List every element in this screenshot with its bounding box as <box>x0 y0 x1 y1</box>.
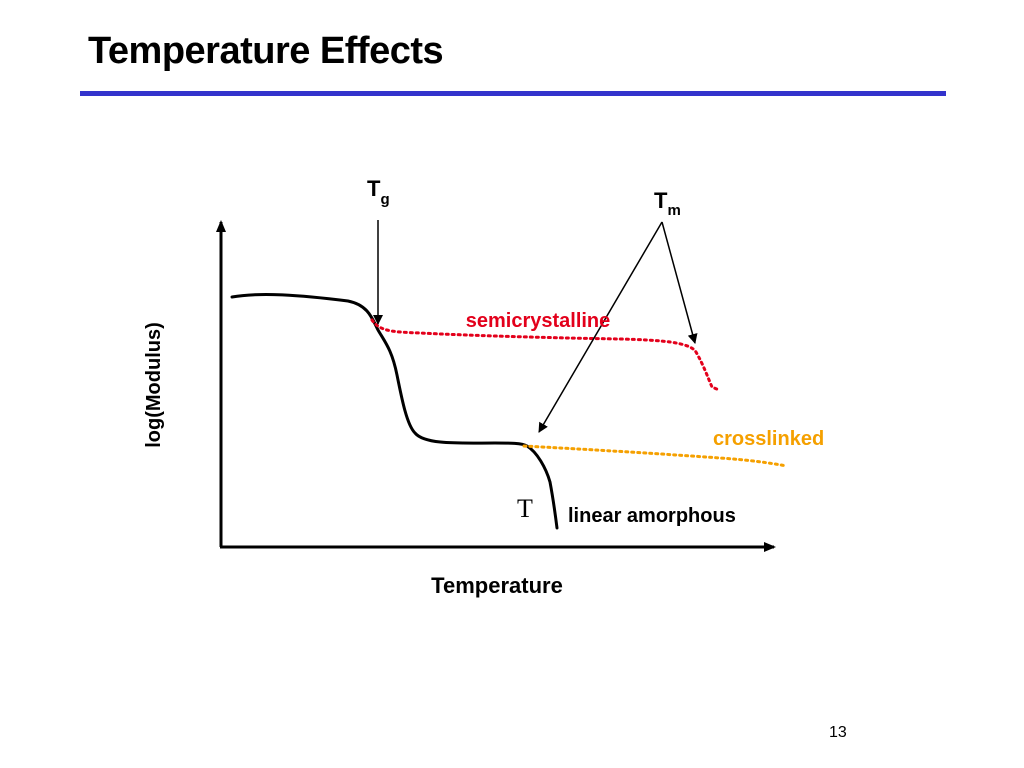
y-axis-label: log(Modulus) <box>143 322 165 448</box>
tg-main: T <box>367 176 381 201</box>
tm-arrow-crosslinked <box>538 221 663 433</box>
title-underline <box>80 91 946 96</box>
page-number: 13 <box>829 724 847 741</box>
tm-arrow-semicrystalline <box>661 221 698 344</box>
tm-main: T <box>654 188 668 213</box>
slide-title: Temperature Effects <box>88 30 444 72</box>
linear-amorphous-label: linear amorphous <box>568 505 736 527</box>
crosslinked-label: crosslinked <box>713 428 824 450</box>
x-axis-label: Temperature <box>431 573 563 598</box>
linear-amorphous-curve <box>230 292 559 530</box>
semicrystalline-curve <box>370 318 721 392</box>
tm-subscript: m <box>667 202 680 219</box>
crosslinked-curve <box>522 444 789 468</box>
tm-label: Tm <box>654 188 681 219</box>
tg-label: Tg <box>367 176 390 208</box>
stray-t-glyph: T <box>517 494 533 523</box>
tg-subscript: g <box>380 191 389 208</box>
semicrystalline-label: semicrystalline <box>466 310 611 332</box>
